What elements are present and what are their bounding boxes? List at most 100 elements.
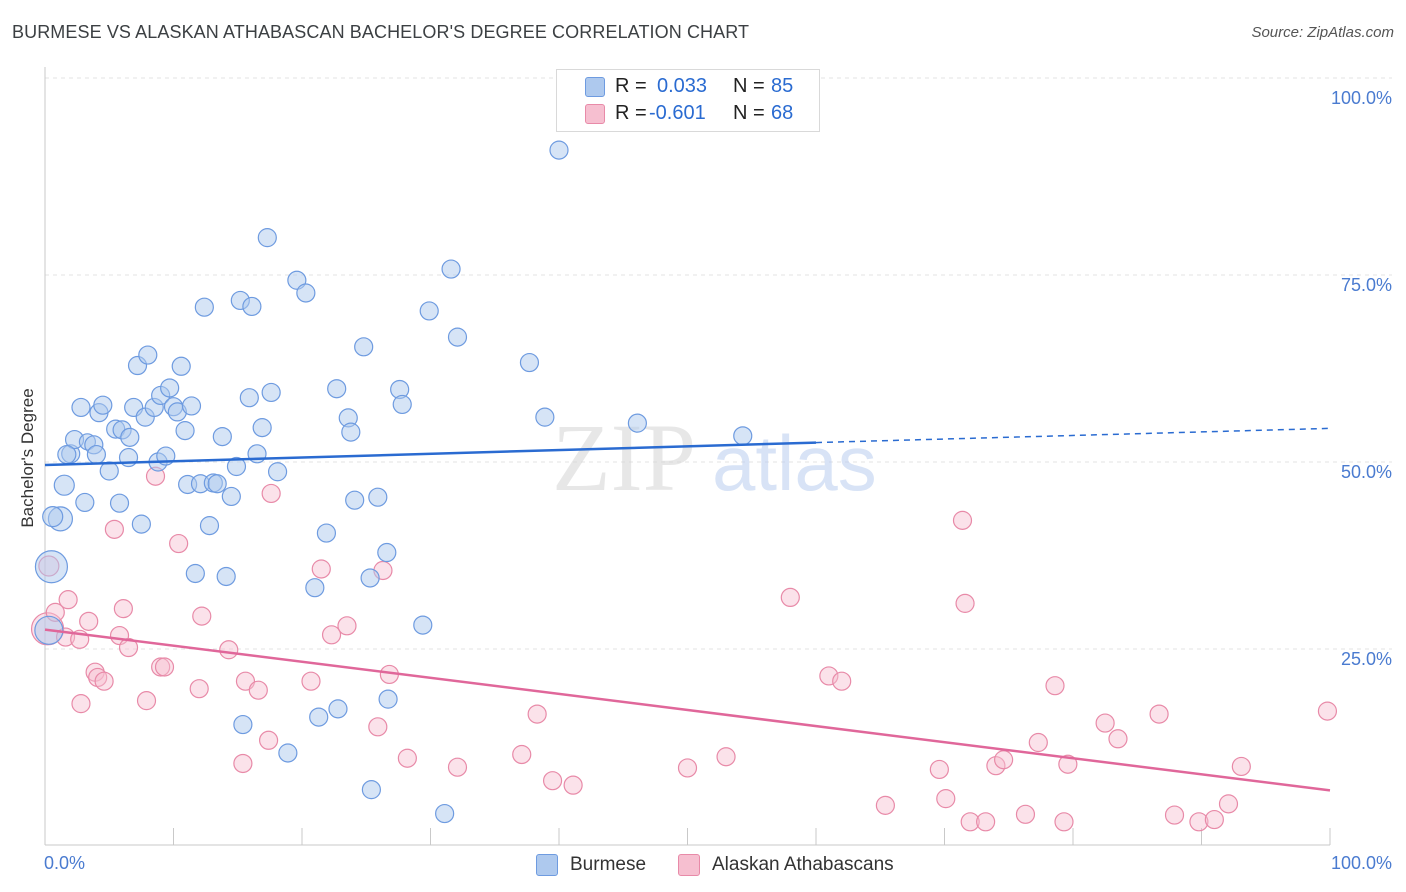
y-tick-label: 100.0% (1331, 88, 1392, 108)
legend-n-label: N = (733, 74, 765, 97)
alaskan-point (169, 533, 189, 554)
burmese-point (181, 396, 202, 416)
alaskan-point (1149, 704, 1169, 724)
alaskan-point (875, 795, 895, 815)
alaskan-point (113, 599, 133, 619)
burmese-point (278, 743, 298, 763)
alaskan-point (716, 747, 736, 767)
y-axis-label: Bachelor's Degree (18, 388, 37, 527)
burmese-point (360, 568, 380, 588)
alaskan-point (1045, 676, 1065, 696)
burmese-swatch (536, 854, 558, 876)
alaskan-point (368, 717, 388, 737)
alaskan-point (71, 694, 91, 714)
burmese-point (171, 356, 191, 376)
burmese-point (216, 566, 236, 587)
burmese-point (109, 493, 130, 513)
alaskan-point (233, 753, 253, 774)
alaskan-point (929, 759, 949, 780)
burmese-point (57, 444, 77, 465)
y-tick-label: 25.0% (1341, 649, 1392, 669)
x-tick-label: 0.0% (44, 853, 85, 873)
alaskan-point (1108, 729, 1128, 749)
burmese-point (242, 296, 262, 317)
burmese-point (377, 542, 397, 563)
bottom-legend-alaskan: Alaskan Athabascans (678, 853, 894, 877)
bottom-legend-alaskan-label: Alaskan Athabascans (712, 854, 894, 875)
alaskan-swatch (585, 104, 605, 124)
grid-lines (45, 77, 1392, 650)
alaskan-point (986, 756, 1006, 776)
burmese-point (175, 421, 195, 441)
burmese-point (212, 426, 232, 447)
burmese-point (328, 699, 348, 719)
alaskan-point (1204, 809, 1224, 830)
alaskan-point (1317, 701, 1338, 721)
alaskan-point (542, 771, 563, 791)
alaskan-point (527, 704, 547, 724)
burmese-point (627, 413, 647, 433)
bottom-legend-burmese-label: Burmese (570, 854, 647, 875)
alaskan-point (447, 757, 468, 777)
alaskan-point (248, 680, 268, 700)
burmese-point (261, 382, 281, 403)
alaskan-point (832, 671, 852, 691)
burmese-point (42, 506, 64, 528)
alaskan-point (154, 657, 175, 677)
legend-n-value: 85 (771, 74, 794, 97)
alaskan-point (677, 758, 698, 778)
burmese-point (99, 461, 119, 481)
burmese-trend-line (44, 441, 817, 467)
burmese-point (267, 462, 288, 482)
alaskan-point (337, 616, 357, 636)
chart-title: BURMESE VS ALASKAN ATHABASCAN BACHELOR'S… (12, 22, 750, 42)
alaskan-point (512, 744, 532, 765)
alaskan-points (30, 466, 1338, 832)
burmese-point (296, 283, 316, 303)
alaskan-point (976, 812, 996, 832)
burmese-point (252, 418, 272, 438)
y-tick-label: 50.0% (1341, 462, 1392, 482)
alaskan-point (952, 510, 973, 530)
bottom-legend-burmese: Burmese (536, 853, 646, 877)
burmese-point (519, 352, 540, 373)
burmese-point (447, 327, 468, 347)
legend-r-value: -0.601 (649, 101, 706, 124)
alaskan-point (1164, 805, 1185, 825)
alaskan-point (104, 519, 124, 539)
burmese-trend-extension (815, 427, 1331, 444)
burmese-point (378, 689, 398, 709)
burmese-point (138, 345, 158, 365)
chart-source: Source: ZipAtlas.com (1251, 24, 1394, 41)
burmese-point (131, 514, 151, 534)
alaskan-point (994, 750, 1014, 770)
alaskan-point (261, 483, 281, 504)
burmese-point (221, 486, 241, 507)
alaskan-point (960, 812, 980, 832)
alaskan-point (1095, 713, 1115, 733)
burmese-point (199, 516, 220, 536)
burmese-point (226, 456, 247, 477)
y-tick-label: 75.0% (1341, 275, 1392, 295)
burmese-point (549, 140, 569, 160)
alaskan-point (780, 587, 800, 608)
burmese-point (86, 444, 107, 465)
legend-r-label: R = (615, 74, 647, 97)
legend-r-value: 0.033 (657, 74, 708, 97)
alaskan-point (955, 593, 975, 613)
alaskan-point (136, 691, 157, 711)
burmese-point (71, 397, 91, 418)
burmese-point (441, 259, 461, 279)
alaskan-point (258, 730, 279, 750)
alaskan-point (1218, 794, 1239, 814)
alaskan-point (563, 775, 583, 795)
burmese-point (34, 550, 69, 584)
axes (44, 67, 1331, 846)
alaskan-point (94, 671, 114, 691)
alaskan-point (1231, 756, 1251, 777)
alaskan-point (397, 748, 417, 768)
burmese-point (341, 422, 361, 442)
alaskan-point (118, 637, 139, 658)
watermark-zip: ZIP (552, 404, 696, 511)
